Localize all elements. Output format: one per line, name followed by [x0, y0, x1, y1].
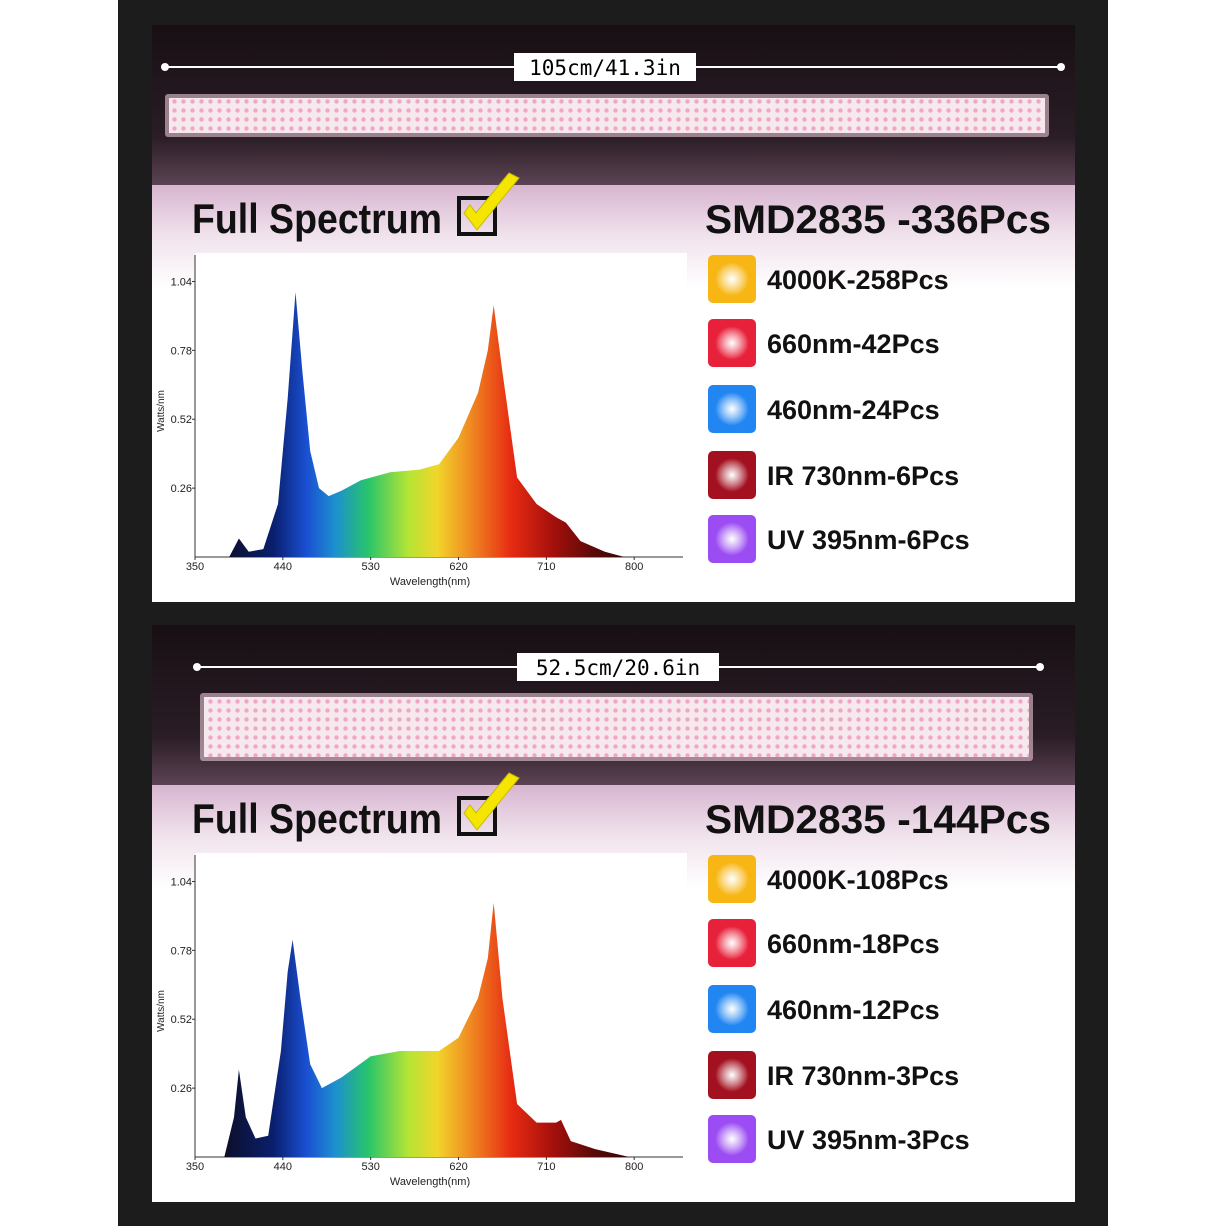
panel: 105cm/41.3in Full Spectrum SMD2835 -336Pcs… [152, 25, 1075, 602]
led-bar [204, 697, 1029, 757]
led-swatch [708, 919, 756, 967]
y-tick-label: 0.26 [171, 483, 192, 495]
length-end [1036, 663, 1044, 671]
heading: Full Spectrum [192, 795, 442, 842]
spectrum-area [229, 292, 625, 557]
x-tick-label: 800 [625, 561, 643, 573]
checkbox [457, 196, 497, 236]
x-tick-label: 440 [274, 1161, 292, 1173]
length-label: 52.5cm/20.6in [536, 656, 700, 680]
panel: 52.5cm/20.6in Full Spectrum SMD2835 -144Pc… [152, 625, 1075, 1202]
led-label: 460nm-12Pcs [767, 995, 940, 1025]
x-tick-label: 620 [449, 1161, 467, 1173]
led-swatch [708, 385, 756, 433]
x-tick-label: 350 [186, 561, 204, 573]
led-swatch [708, 255, 756, 303]
y-tick-label: 0.52 [171, 1014, 192, 1026]
led-label: 4000K-108Pcs [767, 865, 949, 895]
led-swatch [708, 319, 756, 367]
led-label: 660nm-18Pcs [767, 929, 940, 959]
length-box [514, 53, 696, 81]
y-axis-label: Watts/nm [156, 990, 167, 1032]
check-mark [463, 772, 520, 831]
led-label: 460nm-24Pcs [767, 395, 940, 425]
y-tick-label: 0.78 [171, 345, 192, 357]
x-axis-label: Wavelength(nm) [390, 576, 470, 588]
led-swatch [708, 855, 756, 903]
spectrum-area [224, 902, 630, 1157]
led-label: 4000K-258Pcs [767, 265, 949, 295]
y-tick-label: 1.04 [171, 876, 192, 888]
length-box [517, 653, 719, 681]
led-label: IR 730nm-6Pcs [767, 461, 959, 491]
led-label: UV 395nm-3Pcs [767, 1125, 970, 1155]
x-tick-label: 350 [186, 1161, 204, 1173]
chip-title: SMD2835 -144Pcs [705, 798, 1051, 842]
led-swatch [708, 1115, 756, 1163]
led-swatch [708, 515, 756, 563]
check-mark [463, 172, 520, 231]
led-label: IR 730nm-3Pcs [767, 1061, 959, 1091]
x-tick-label: 440 [274, 561, 292, 573]
x-tick-label: 710 [537, 561, 555, 573]
y-tick-label: 0.78 [171, 945, 192, 957]
length-label: 105cm/41.3in [529, 56, 681, 80]
chip-title: SMD2835 -336Pcs [705, 198, 1051, 242]
led-swatch [708, 1051, 756, 1099]
heading: Full Spectrum [192, 195, 442, 242]
y-tick-label: 1.04 [171, 276, 192, 288]
length-end [193, 663, 201, 671]
led-bar [169, 98, 1045, 133]
x-tick-label: 710 [537, 1161, 555, 1173]
length-end [1057, 63, 1065, 71]
led-swatch [708, 451, 756, 499]
led-label: UV 395nm-6Pcs [767, 525, 970, 555]
checkbox [457, 796, 497, 836]
length-end [161, 63, 169, 71]
x-tick-label: 530 [362, 1161, 380, 1173]
x-axis-label: Wavelength(nm) [390, 1176, 470, 1188]
y-tick-label: 0.26 [171, 1083, 192, 1095]
led-label: 660nm-42Pcs [767, 329, 940, 359]
x-tick-label: 530 [362, 561, 380, 573]
x-tick-label: 620 [449, 561, 467, 573]
led-swatch [708, 985, 756, 1033]
y-axis-label: Watts/nm [156, 390, 167, 432]
x-tick-label: 800 [625, 1161, 643, 1173]
y-tick-label: 0.52 [171, 414, 192, 426]
